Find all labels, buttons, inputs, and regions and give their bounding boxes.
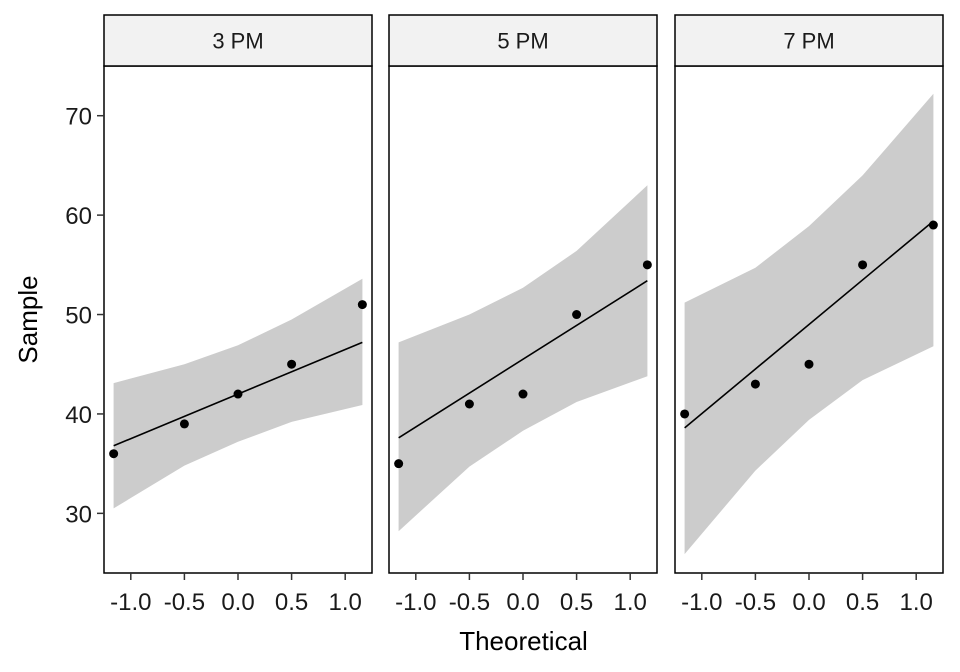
y-tick-label: 70 [65,104,92,131]
y-tick-label: 30 [65,501,92,528]
y-tick-label: 50 [65,303,92,330]
x-tick-label: -0.5 [164,589,205,616]
facet-label: 5 PM [497,29,548,54]
x-tick-label: -0.5 [735,589,776,616]
facet-strip [674,14,944,67]
facet-label: 7 PM [783,29,834,54]
reference-line [398,280,648,439]
data-point [804,359,814,369]
confidence-band [398,185,648,532]
x-tick-label: 0.5 [275,589,308,616]
data-point [109,449,119,459]
x-tick-label: -1.0 [681,589,722,616]
data-point [572,310,582,320]
x-axis-title: Theoretical [459,626,588,656]
facet-strip [388,14,658,67]
y-axis-title: Sample [13,275,43,363]
x-tick-label: 0.5 [846,589,879,616]
x-tick-label: 0.0 [792,589,825,616]
data-point [233,389,243,399]
data-point [642,260,652,270]
x-tick-label: 1.0 [900,589,933,616]
data-point [858,260,868,270]
x-tick-label: -0.5 [449,589,490,616]
x-tick-label: 1.0 [614,589,647,616]
data-point [750,379,760,389]
x-tick-label: -1.0 [395,589,436,616]
x-tick-label: 1.0 [329,589,362,616]
data-point [179,419,189,429]
facet-strip [103,14,373,67]
y-tick-label: 40 [65,402,92,429]
data-point [928,220,938,230]
x-tick-label: 0.0 [506,589,539,616]
y-tick-label: 60 [65,203,92,230]
data-point [680,409,690,419]
reference-line [684,220,934,429]
data-point [357,300,367,310]
data-point [518,389,528,399]
x-tick-label: -1.0 [110,589,151,616]
data-point [287,359,297,369]
x-tick-label: 0.5 [560,589,593,616]
data-point [464,399,474,409]
facet-label: 3 PM [212,29,263,54]
x-tick-label: 0.0 [221,589,254,616]
data-point [394,459,404,469]
